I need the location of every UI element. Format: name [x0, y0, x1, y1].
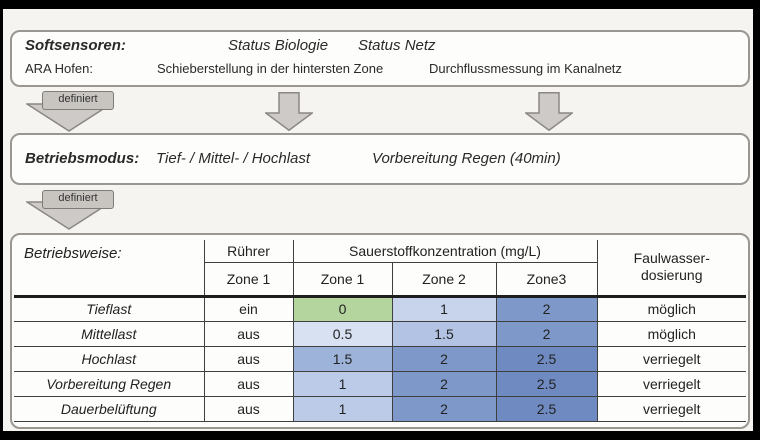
betriebsmodus-modes: Tief- / Mittel- / Hochlast [156, 150, 311, 167]
zone2-cell: 2 [392, 396, 497, 422]
col-header-sauerstoff: Sauerstoffkonzentration (mg/L) [293, 240, 598, 263]
ruehrer-cell: ein [204, 294, 294, 322]
softsensoren-title: Softsensoren: [25, 37, 126, 54]
durchflussmessung-label: Durchflussmessung im Kanalnetz [429, 61, 622, 76]
betriebsmodus-regen: Vorbereitung Regen (40min) [372, 150, 561, 167]
status-netz-label: Status Netz [358, 37, 436, 54]
betriebsmodus-box [10, 133, 750, 185]
table-row-tieflast: Tieflast ein 0 1 2 möglich [14, 294, 746, 322]
faulwasser-cell: verriegelt [597, 396, 746, 422]
table-row-dauerbelueftung: Dauerbelüftung aus 1 2 2.5 verriegelt [14, 396, 746, 422]
betriebsweise-table: Betriebsweise: Rührer Sauerstoffkonzentr… [14, 240, 746, 422]
diagram-canvas: Softsensoren: Status Biologie Status Net… [3, 9, 753, 431]
schieberstellung-label: Schieberstellung in der hintersten Zone [157, 61, 384, 76]
table-row-mittellast: Mittellast aus 0.5 1.5 2 möglich [14, 321, 746, 347]
faulwasser-cell: möglich [597, 321, 746, 347]
col-header-faulwasser: Faulwasser- dosierung [596, 240, 746, 296]
status-biologie-label: Status Biologie [228, 37, 329, 54]
zone1-cell: 1 [293, 371, 393, 397]
subheader-zone2: Zone 2 [392, 262, 497, 296]
definiert-label-1: definiert [42, 91, 114, 110]
faulwasser-line1: Faulwasser- [633, 250, 710, 267]
row-name-cell: Hochlast [14, 346, 205, 372]
faulwasser-cell: möglich [597, 294, 746, 322]
row-name-cell: Tieflast [14, 294, 205, 322]
zone2-cell: 1.5 [392, 321, 497, 347]
ruehrer-cell: aus [204, 321, 294, 347]
zone3-cell: 2.5 [496, 396, 598, 422]
ara-hofen-label: ARA Hofen: [25, 61, 93, 76]
softsensoren-box [10, 30, 750, 87]
ruehrer-cell: aus [204, 396, 294, 422]
zone1-cell: 0 [293, 294, 393, 322]
row-name-cell: Vorbereitung Regen [14, 371, 205, 397]
faulwasser-cell: verriegelt [597, 346, 746, 372]
faulwasser-line2: dosierung [641, 267, 703, 284]
subheader-ruehrer-zone1: Zone 1 [204, 262, 294, 296]
betriebsmodus-title: Betriebsmodus: [25, 150, 140, 167]
down-arrow-icon-2 [525, 92, 573, 131]
col-header-ruehrer: Rührer [204, 240, 294, 263]
table-title: Betriebsweise: [14, 240, 205, 296]
zone2-cell: 2 [392, 346, 497, 372]
zone2-cell: 1 [392, 294, 497, 322]
subheader-zone1: Zone 1 [293, 262, 393, 296]
table-subheader-row: Zone 1 Zone 1 Zone 2 Zone3 [14, 262, 746, 296]
zone2-cell: 2 [392, 371, 497, 397]
zone1-cell: 1.5 [293, 346, 393, 372]
zone3-cell: 2.5 [496, 346, 598, 372]
zone3-cell: 2.5 [496, 371, 598, 397]
ruehrer-cell: aus [204, 346, 294, 372]
table-row-vorbereitung-regen: Vorbereitung Regen aus 1 2 2.5 verriegel… [14, 371, 746, 397]
down-arrow-icon-1 [265, 92, 313, 131]
table-header-row: Betriebsweise: Rührer Sauerstoffkonzentr… [14, 240, 746, 296]
row-name-cell: Dauerbelüftung [14, 396, 205, 422]
zone3-cell: 2 [496, 294, 598, 322]
row-name-cell: Mittellast [14, 321, 205, 347]
definiert-label-2: definiert [42, 190, 114, 209]
faulwasser-cell: verriegelt [597, 371, 746, 397]
table-row-hochlast: Hochlast aus 1.5 2 2.5 verriegelt [14, 346, 746, 372]
ruehrer-cell: aus [204, 371, 294, 397]
zone1-cell: 0.5 [293, 321, 393, 347]
zone3-cell: 2 [496, 321, 598, 347]
zone1-cell: 1 [293, 396, 393, 422]
subheader-zone3: Zone3 [496, 262, 598, 296]
